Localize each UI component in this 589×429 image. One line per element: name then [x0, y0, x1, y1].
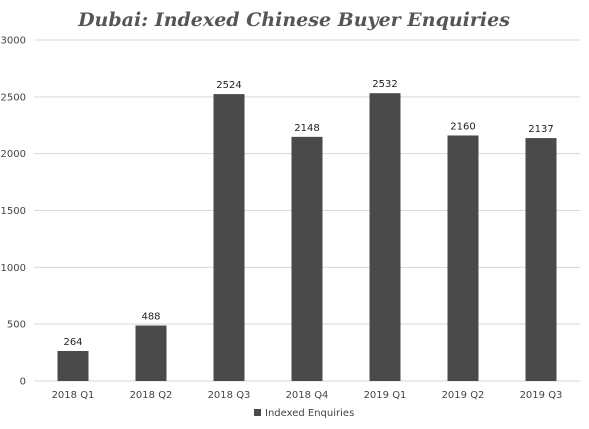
legend: Indexed Enquiries: [254, 408, 354, 419]
bar-2018-q1: [57, 350, 89, 381]
legend-label: Indexed Enquiries: [265, 408, 354, 419]
bar-2019-q1: [369, 93, 401, 382]
data-label: 488: [141, 312, 160, 323]
x-tick-label: 2019 Q1: [364, 390, 407, 401]
x-tick-label: 2019 Q2: [442, 390, 485, 401]
data-label: 2160: [450, 121, 475, 132]
bar-2018-q4: [291, 136, 323, 381]
y-tick-label: 1000: [1, 263, 26, 274]
data-label: 2148: [294, 123, 319, 134]
y-tick-label: 3000: [1, 36, 26, 47]
data-label: 2532: [372, 79, 397, 90]
x-tick-label: 2018 Q4: [286, 390, 329, 401]
x-tick-label: 2019 Q3: [520, 390, 563, 401]
legend-swatch: [254, 409, 261, 416]
y-tick-label: 500: [7, 320, 26, 331]
y-tick-label: 0: [20, 377, 26, 388]
bar-2018-q3: [213, 94, 245, 381]
y-tick-label: 2500: [1, 92, 26, 103]
chart-title: Dubai: Indexed Chinese Buyer Enquiries: [77, 9, 510, 31]
bars: [57, 93, 557, 382]
y-tick-label: 1500: [1, 206, 26, 217]
x-tick-label: 2018 Q3: [208, 390, 251, 401]
x-tick-label: 2018 Q2: [130, 390, 173, 401]
y-tick-label: 2000: [1, 149, 26, 160]
bar-2019-q3: [525, 138, 557, 381]
data-label: 2137: [528, 124, 553, 135]
data-labels: 264 488 2524 2148 2532 2160 2137: [63, 79, 553, 348]
bar-2019-q2: [447, 135, 479, 381]
data-label: 264: [63, 337, 82, 348]
x-axis-ticks: 2018 Q1 2018 Q2 2018 Q3 2018 Q4 2019 Q1 2019 …: [52, 390, 563, 401]
bar-2018-q2: [135, 325, 167, 381]
x-tick-label: 2018 Q1: [52, 390, 95, 401]
y-axis-ticks: 0 500 1000 1500 2000 2500 3000: [1, 36, 26, 388]
data-label: 2524: [216, 80, 241, 91]
